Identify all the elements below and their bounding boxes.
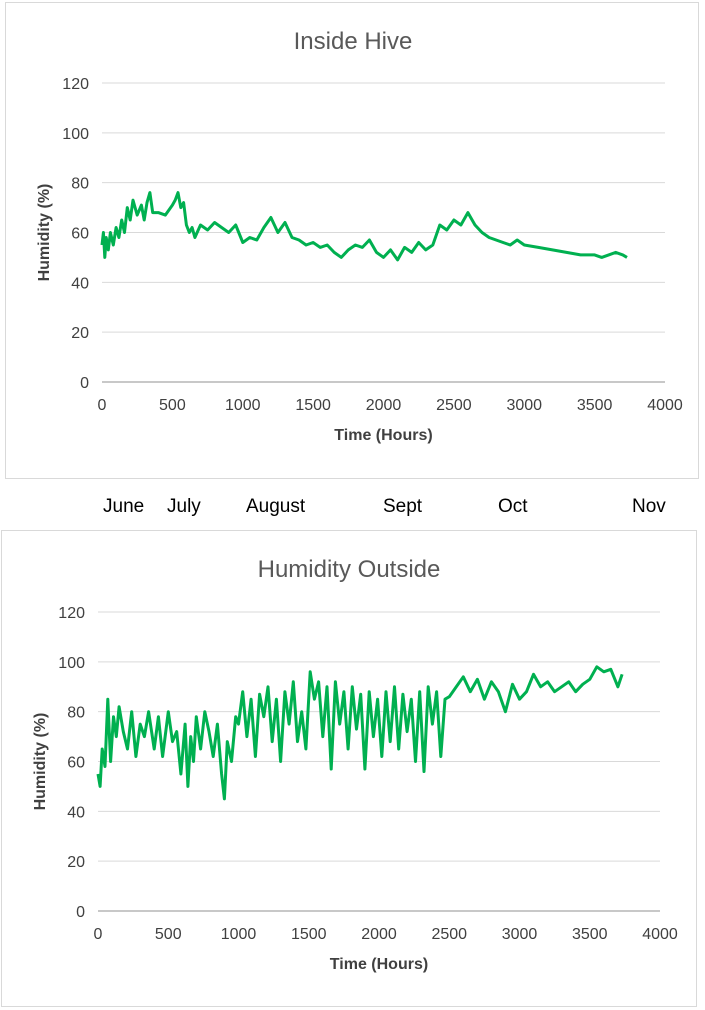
humidity-outside-chart: Humidity Outside 0 20 40 60 80 100 120 0 500 1000 1… [32,556,678,973]
x-tick-label: 3500 [572,926,608,943]
y-tick-label: 120 [62,76,89,93]
month-label-august: August [246,496,306,517]
x-tick-label: 1000 [221,926,257,943]
x-tick-label: 2500 [431,926,467,943]
y-tick-label: 60 [67,755,85,772]
chart-title: Humidity Outside [258,556,441,583]
x-axis-label: Time (Hours) [330,956,428,973]
month-label-july: July [167,496,201,517]
y-tick-label: 40 [71,275,89,292]
y-tick-label: 100 [58,655,85,672]
month-label-oct: Oct [498,496,528,517]
y-tick-label: 0 [80,375,89,392]
inside-hive-chart: Inside Hive 0 20 40 60 80 100 120 0 500 1000 1500 20… [36,28,683,444]
y-tick-label: 80 [71,176,89,193]
x-tick-label: 500 [159,397,186,414]
x-tick-label: 0 [98,397,107,414]
month-label-june: June [103,496,145,517]
y-tick-label: 0 [76,904,85,921]
humidity-series-line [100,191,628,262]
y-axis-label: Humidity (%) [36,184,53,282]
x-tick-label: 3500 [577,397,613,414]
x-tick-label: 1000 [225,397,261,414]
x-tick-label: 1500 [291,926,327,943]
y-tick-label: 20 [67,854,85,871]
y-tick-label: 60 [71,226,89,243]
y-tick-label: 80 [67,705,85,722]
chart-title: Inside Hive [294,28,413,55]
y-tick-label: 100 [62,126,89,143]
x-tick-label: 3000 [502,926,538,943]
humidity-series-line [96,665,624,801]
humidity-outside-chart-panel: Humidity Outside 0 20 40 60 80 100 120 0 500 1000 1… [1,530,697,1007]
x-tick-label: 0 [94,926,103,943]
x-axis-label: Time (Hours) [334,427,432,444]
y-tick-label: 120 [58,605,85,622]
x-tick-label: 2500 [436,397,472,414]
month-labels: June July August Sept Oct Nov [0,492,705,524]
x-tick-label: 4000 [642,926,678,943]
x-tick-label: 500 [155,926,182,943]
x-tick-label: 2000 [361,926,397,943]
inside-hive-chart-panel: Inside Hive 0 20 40 60 80 100 120 0 500 1000 1500 20… [5,2,699,479]
month-label-nov: Nov [632,496,666,517]
y-tick-label: 40 [67,804,85,821]
month-label-sept: Sept [383,496,423,517]
y-axis-label: Humidity (%) [32,713,49,811]
x-tick-label: 1500 [295,397,331,414]
x-tick-label: 2000 [366,397,402,414]
x-tick-label: 3000 [506,397,542,414]
y-tick-label: 20 [71,325,89,342]
x-tick-label: 4000 [647,397,683,414]
